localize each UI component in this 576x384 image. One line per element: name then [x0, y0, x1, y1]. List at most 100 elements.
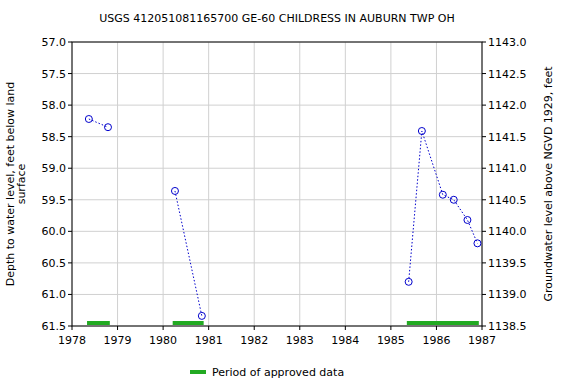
x-tick	[299, 326, 300, 330]
y-tick	[68, 199, 72, 200]
data-point	[171, 187, 178, 194]
x-tick-label: 1986	[422, 334, 450, 347]
background	[0, 0, 576, 384]
y2-tick	[482, 105, 486, 106]
y2-tick	[482, 326, 486, 327]
y-tick-label: 61.0	[42, 288, 67, 301]
legend-swatch	[190, 370, 206, 374]
data-point	[85, 115, 92, 122]
y-tick	[68, 294, 72, 295]
x-tick	[345, 326, 346, 330]
y-tick-label: 57.0	[42, 36, 67, 49]
series-line	[89, 119, 478, 316]
data-point	[439, 191, 446, 198]
y-grid-line	[72, 199, 482, 200]
y-tick	[68, 262, 72, 263]
y-tick-label: 58.0	[42, 99, 67, 112]
y2-tick-label: 1141.5	[488, 131, 527, 144]
x-tick	[163, 326, 164, 330]
y-tick-label: 59.5	[42, 194, 67, 207]
x-tick-label: 1984	[331, 334, 359, 347]
x-tick-label: 1983	[286, 334, 314, 347]
title: USGS 412051081165700 GE-60 CHILDRESS IN …	[99, 12, 454, 25]
approved-period	[173, 321, 204, 325]
x-grid-line	[390, 42, 391, 326]
y2-tick-label: 1138.5	[488, 320, 527, 333]
y2-tick	[482, 42, 486, 43]
y2-tick	[482, 294, 486, 295]
x-tick-label: 1985	[377, 334, 405, 347]
grid	[72, 42, 482, 326]
x-tick-label: 1978	[58, 334, 86, 347]
x-grid-line	[208, 42, 209, 326]
y2-tick-label: 1139.0	[488, 288, 527, 301]
y-tick	[68, 168, 72, 169]
data-point	[405, 278, 412, 285]
y2-tick-label: 1140.5	[488, 194, 527, 207]
x-grid-line	[345, 42, 346, 326]
y2-tick	[482, 262, 486, 263]
data-point	[198, 312, 205, 319]
x-tick	[390, 326, 391, 330]
data-point	[464, 216, 471, 223]
x-grid-line	[299, 42, 300, 326]
x-tick-label: 1987	[468, 334, 496, 347]
y-grid-line	[72, 231, 482, 232]
y-tick	[68, 231, 72, 232]
y-grid-line	[72, 168, 482, 169]
data-point	[104, 124, 111, 131]
plot-frame	[72, 42, 482, 326]
x-tick-label: 1981	[195, 334, 223, 347]
y-tick	[68, 326, 72, 327]
y2-tick	[482, 199, 486, 200]
y-tick-label: 58.5	[42, 131, 67, 144]
y-tick-label: 60.5	[42, 257, 67, 270]
y2-tick-label: 1141.0	[488, 162, 527, 175]
y2-tick-label: 1142.0	[488, 99, 527, 112]
data-point	[450, 196, 457, 203]
x-tick-label: 1982	[240, 334, 268, 347]
x-tick	[117, 326, 118, 330]
y2-tick-label: 1143.0	[488, 36, 527, 49]
y2-tick	[482, 136, 486, 137]
y-tick-label: 61.5	[42, 320, 67, 333]
y2-tick	[482, 73, 486, 74]
axes: 1978197919801981198219831984198519861987…	[42, 36, 527, 347]
y-grid-line	[72, 73, 482, 74]
y-tick	[68, 73, 72, 74]
legend-label: Period of approved data	[212, 366, 344, 379]
approved-period	[87, 321, 110, 325]
legend: Period of approved data	[190, 366, 344, 379]
approved-period	[407, 321, 479, 325]
y2-tick-label: 1139.5	[488, 257, 527, 270]
x-grid-line	[163, 42, 164, 326]
data-point	[418, 127, 425, 134]
x-tick	[436, 326, 437, 330]
x-grid-line	[117, 42, 118, 326]
x-tick	[72, 326, 73, 330]
y-tick-label: 57.5	[42, 68, 67, 81]
y-tick	[68, 136, 72, 137]
y-tick-label: 59.0	[42, 162, 67, 175]
y-tick-label: 60.0	[42, 225, 67, 238]
y2-tick-label: 1140.0	[488, 225, 527, 238]
chart: USGS 412051081165700 GE-60 CHILDRESS IN …	[0, 0, 576, 384]
x-grid-line	[254, 42, 255, 326]
y-axis-label: surface	[15, 163, 28, 204]
x-tick	[208, 326, 209, 330]
y-grid-line	[72, 136, 482, 137]
x-tick	[254, 326, 255, 330]
y2-axis-label: Groundwater level above NGVD 1929, feet	[542, 66, 555, 302]
x-tick-label: 1979	[104, 334, 132, 347]
y2-tick	[482, 168, 486, 169]
y2-tick	[482, 231, 486, 232]
y-tick	[68, 105, 72, 106]
x-tick	[482, 326, 483, 330]
y-grid-line	[72, 105, 482, 106]
plot-area	[85, 115, 481, 325]
y2-tick-label: 1142.5	[488, 68, 527, 81]
y-tick	[68, 42, 72, 43]
y-grid-line	[72, 262, 482, 263]
x-grid-line	[436, 42, 437, 326]
y-grid-line	[72, 294, 482, 295]
